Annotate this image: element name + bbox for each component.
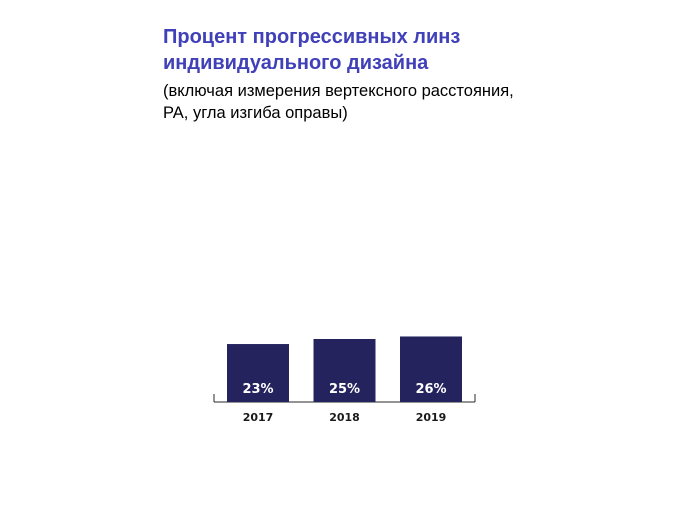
chart-subtitle: (включая измерения вертексного расстояни… (163, 82, 514, 122)
chart-title: Процент прогрессивных линз индивидуально… (163, 26, 461, 74)
bars-group: 23% 2017 25% 2018 26% 2019 (227, 336, 462, 424)
bar-2018 (313, 339, 376, 402)
x-tick-label-2018: 2018 (329, 411, 360, 424)
bar-2019 (400, 336, 462, 402)
x-tick-label-2019: 2019 (416, 411, 447, 424)
bar-value-label-2019: 26% (415, 382, 446, 397)
x-tick-label-2017: 2017 (243, 411, 274, 424)
bar-value-label-2018: 25% (329, 382, 360, 397)
bar-2017 (227, 344, 289, 402)
bar-value-label-2017: 23% (242, 382, 273, 397)
chart-title-block: Процент прогрессивных линз индивидуально… (163, 24, 683, 124)
